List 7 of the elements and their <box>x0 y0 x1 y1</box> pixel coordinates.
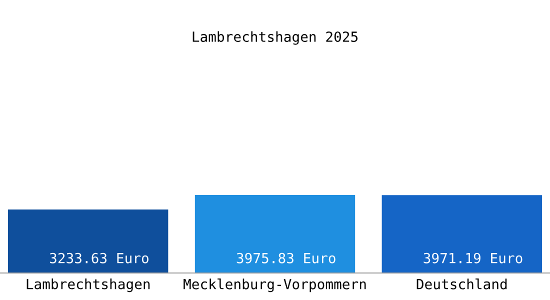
x-tick-label: Mecklenburg-Vorpommern <box>184 278 366 292</box>
data-label: 3975.83 Euro <box>236 252 336 264</box>
x-tick-label: Deutschland <box>416 278 507 290</box>
chart-title: Lambrechtshagen 2025 <box>192 31 358 45</box>
data-label: 3233.63 Euro <box>50 252 148 264</box>
x-tick-label: Lambrechtshagen <box>26 278 150 292</box>
data-label: 3971.19 Euro <box>424 252 522 264</box>
